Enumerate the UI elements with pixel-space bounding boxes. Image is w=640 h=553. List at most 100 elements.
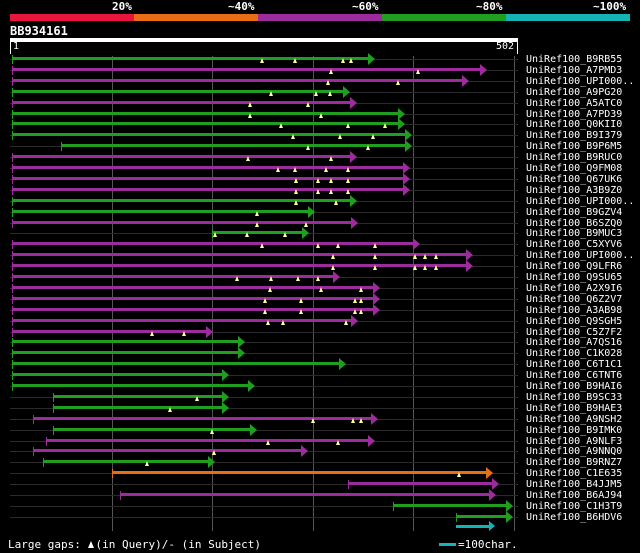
hit-bar[interactable] — [12, 373, 223, 376]
hit-bar[interactable] — [12, 384, 249, 387]
hit-row[interactable] — [0, 64, 520, 76]
hit-row[interactable] — [0, 184, 520, 196]
hit-bar[interactable] — [12, 210, 308, 213]
hit-bar[interactable] — [12, 177, 404, 180]
hit-bar[interactable] — [12, 188, 404, 191]
hit-bar[interactable] — [12, 242, 414, 245]
hit-bar[interactable] — [12, 68, 480, 71]
hit-bar[interactable] — [12, 90, 343, 93]
hit-label[interactable]: UniRef100_Q6Z2V7 — [526, 294, 623, 305]
hit-row[interactable] — [0, 206, 520, 218]
hit-row[interactable] — [0, 260, 520, 272]
hit-label[interactable]: UniRef100_C6TNT6 — [526, 370, 623, 381]
hit-bar[interactable] — [12, 112, 399, 115]
hit-row[interactable] — [0, 227, 520, 239]
hit-row[interactable] — [0, 293, 520, 305]
hit-label[interactable]: UniRef100_C5XYV6 — [526, 239, 623, 250]
hit-row[interactable] — [0, 304, 520, 316]
hit-bar[interactable] — [12, 308, 374, 311]
hit-bar[interactable] — [12, 199, 350, 202]
hit-bar[interactable] — [119, 493, 489, 496]
hit-row[interactable] — [0, 97, 520, 109]
hit-bar[interactable] — [53, 406, 223, 409]
hit-row[interactable] — [0, 391, 520, 403]
hit-label[interactable]: UniRef100_B9P6M5 — [526, 141, 623, 152]
hit-row[interactable] — [0, 140, 520, 152]
hit-label[interactable]: UniRef100_A2X9I6 — [526, 283, 623, 294]
hit-label[interactable]: UniRef100_A7QS16 — [526, 337, 623, 348]
hit-label[interactable]: UniRef100_B9HAI6 — [526, 381, 623, 392]
hit-label[interactable]: UniRef100_B9RUC0 — [526, 152, 623, 163]
hit-row[interactable] — [0, 173, 520, 185]
hit-bar[interactable] — [348, 482, 492, 485]
hit-row[interactable] — [0, 271, 520, 283]
hit-bar[interactable] — [12, 319, 352, 322]
hit-row[interactable] — [0, 118, 520, 130]
hit-label[interactable]: UniRef100_A5ATC0 — [526, 98, 623, 109]
hit-bar[interactable] — [61, 144, 406, 147]
hit-bar[interactable] — [12, 155, 350, 158]
hit-row[interactable] — [0, 347, 520, 359]
hit-row[interactable] — [0, 445, 520, 457]
hit-row[interactable] — [0, 424, 520, 436]
hit-row[interactable] — [0, 435, 520, 447]
hit-row[interactable] — [0, 402, 520, 414]
hit-bar[interactable] — [111, 471, 486, 474]
hit-label[interactable]: UniRef100_B6SZQ0 — [526, 218, 623, 229]
hit-row[interactable] — [0, 249, 520, 261]
hit-label[interactable]: UniRef100_C6T1C1 — [526, 359, 623, 370]
hit-bar[interactable] — [33, 417, 372, 420]
hit-row[interactable] — [0, 326, 520, 338]
hit-label[interactable]: UniRef100_C1E635 — [526, 468, 623, 479]
hit-row[interactable] — [0, 238, 520, 250]
hit-bar[interactable] — [12, 264, 466, 267]
hit-label[interactable]: UniRef100_A7PMD3 — [526, 65, 623, 76]
hit-bar[interactable] — [12, 362, 339, 365]
hit-label[interactable]: UniRef100_C5Z7F2 — [526, 327, 623, 338]
hit-label[interactable]: UniRef100_C1H3T9 — [526, 501, 623, 512]
hit-row[interactable] — [0, 162, 520, 174]
hit-row[interactable] — [0, 369, 520, 381]
hit-bar[interactable] — [12, 340, 239, 343]
hit-label[interactable]: UniRef100_B9MUC3 — [526, 228, 623, 239]
hit-row[interactable] — [0, 489, 520, 501]
hit-row[interactable] — [0, 315, 520, 327]
hit-bar[interactable] — [43, 460, 209, 463]
hit-bar[interactable] — [12, 351, 239, 354]
hit-label[interactable]: UniRef100_B9IMK0 — [526, 425, 623, 436]
hit-bar[interactable] — [46, 439, 369, 442]
hit-label[interactable]: UniRef100_Q9FM08 — [526, 163, 623, 174]
hit-row[interactable] — [0, 53, 520, 65]
hit-row[interactable] — [0, 511, 520, 523]
hit-label[interactable]: UniRef100_B6AJ94 — [526, 490, 623, 501]
hit-row[interactable] — [0, 108, 520, 120]
hit-bar[interactable] — [12, 221, 352, 224]
hit-bar[interactable] — [12, 275, 333, 278]
hit-bar[interactable] — [12, 330, 207, 333]
hit-label[interactable]: UniRef100_UPI000.. — [526, 76, 635, 87]
hit-label[interactable]: UniRef100_A9NSH2 — [526, 414, 623, 425]
hit-row[interactable] — [0, 217, 520, 229]
hit-label[interactable]: UniRef100_UPI000.. — [526, 196, 635, 207]
hit-bar[interactable] — [12, 57, 369, 60]
hit-row[interactable] — [0, 380, 520, 392]
hit-row[interactable] — [0, 129, 520, 141]
hit-row[interactable] — [0, 282, 520, 294]
hit-label[interactable]: UniRef100_Q9LFR6 — [526, 261, 623, 272]
hit-bar[interactable] — [53, 428, 251, 431]
hit-label[interactable]: UniRef100_B9RB55 — [526, 54, 623, 65]
hit-row[interactable] — [0, 467, 520, 479]
hit-label[interactable]: UniRef100_UPI000.. — [526, 250, 635, 261]
hit-bar[interactable] — [212, 231, 302, 234]
hit-row[interactable] — [0, 456, 520, 468]
hit-bar[interactable] — [12, 297, 374, 300]
hit-bar[interactable] — [12, 133, 406, 136]
hit-row[interactable] — [0, 336, 520, 348]
hit-bar[interactable] — [12, 253, 466, 256]
hit-bar[interactable] — [12, 166, 404, 169]
hit-row[interactable] — [0, 75, 520, 87]
hit-label[interactable]: UniRef100_A3B9Z0 — [526, 185, 623, 196]
hit-row[interactable] — [0, 500, 520, 512]
hit-label[interactable]: UniRef100_A9PG20 — [526, 87, 623, 98]
hit-label[interactable]: UniRef100_Q0KII0 — [526, 119, 623, 130]
